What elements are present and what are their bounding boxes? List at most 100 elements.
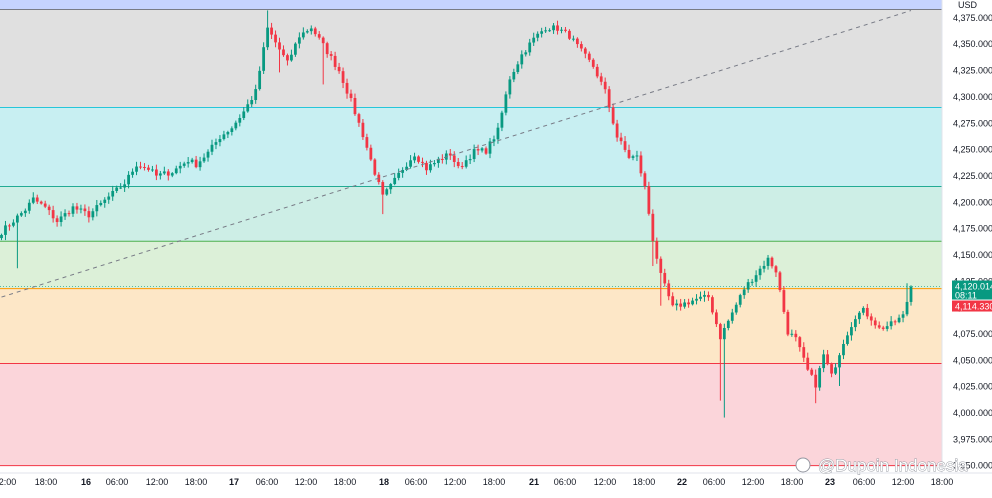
candle-body	[774, 266, 778, 273]
candle-body	[468, 159, 472, 161]
candle-body	[854, 319, 857, 328]
candle-body	[722, 328, 726, 340]
candle-body	[873, 320, 877, 326]
candle-body	[409, 160, 412, 167]
price-tick-label: 4,050.000	[953, 355, 992, 365]
candle-body	[210, 144, 214, 152]
candle-body	[186, 162, 190, 164]
time-tick-label: 06:00	[106, 477, 129, 487]
candle-body	[869, 316, 873, 321]
axis-corner	[968, 486, 992, 498]
candle-body	[301, 32, 305, 38]
candle-body	[286, 55, 289, 61]
candle-body	[194, 159, 198, 168]
candle-body	[234, 122, 238, 129]
price-tick-label: 4,225.000	[953, 171, 992, 181]
candle-body	[139, 166, 142, 168]
candle-body	[309, 28, 313, 32]
candle-body	[500, 112, 504, 128]
candle-body	[528, 42, 532, 53]
candle-body	[440, 158, 444, 160]
candle-body	[647, 186, 651, 214]
candle-body	[202, 157, 206, 162]
candle-body	[758, 268, 762, 276]
candle-body	[627, 149, 631, 158]
price-tick-label: 4,275.000	[953, 118, 992, 128]
candle-body	[901, 314, 905, 318]
time-tick-label: 12:00	[146, 477, 169, 487]
price-tick-label: 4,325.000	[953, 66, 992, 76]
watermark-text: @Dupoin Indonesia	[818, 456, 968, 475]
candle-body	[59, 216, 63, 223]
candle-body	[818, 368, 822, 388]
candle-body	[695, 298, 698, 301]
candle-body	[560, 29, 563, 31]
candle-body	[460, 166, 464, 168]
candle-body	[413, 156, 416, 161]
candle-body	[178, 165, 182, 169]
candle-body	[35, 197, 39, 202]
candle-body	[897, 317, 901, 323]
time-tick-label: 18:00	[35, 477, 58, 487]
fib-zone	[0, 186, 942, 242]
price-tick-label: 4,350.000	[953, 39, 992, 49]
current-price-label: 4,120.014	[955, 282, 992, 292]
candle-body	[373, 159, 377, 175]
time-tick-label: 18	[379, 477, 389, 487]
candle-body	[305, 31, 309, 33]
candle-body	[790, 333, 794, 335]
candle-body	[389, 184, 393, 190]
candle-body	[95, 205, 99, 212]
candle-body	[663, 272, 667, 284]
candle-body	[361, 122, 365, 138]
time-axis-ticks: 12:00 18:00 16 06:00 12:00 18:00 17 06:00 12:00 1…	[0, 477, 953, 487]
candle-body	[91, 211, 95, 218]
candle-body	[508, 79, 512, 95]
candle-body	[643, 173, 647, 187]
candle-body	[321, 37, 325, 44]
candle-body	[865, 307, 869, 317]
candle-body	[687, 302, 690, 305]
candle-body	[857, 312, 861, 320]
price-tick-label: 4,200.000	[953, 197, 992, 207]
candle-body	[107, 196, 111, 200]
candle-body	[71, 206, 75, 214]
candle-body	[155, 169, 158, 176]
candle-body	[762, 265, 766, 269]
candle-body	[794, 333, 798, 338]
candle-body	[699, 296, 702, 299]
candle-body	[79, 208, 83, 210]
candle-body	[75, 206, 79, 210]
candle-body	[905, 301, 909, 315]
candle-body	[842, 343, 845, 356]
candle-body	[520, 54, 524, 65]
candle-body	[282, 49, 285, 56]
candle-body	[238, 117, 242, 123]
candle-body	[43, 203, 47, 207]
candle-body	[63, 213, 67, 217]
candle-body	[778, 272, 782, 291]
candlesticks	[0, 10, 913, 418]
candle-body	[313, 28, 317, 35]
price-tick-label: 4,075.000	[953, 329, 992, 339]
time-axis[interactable]	[0, 473, 992, 498]
candle-body	[532, 37, 536, 43]
trend-line[interactable]	[1, 10, 912, 298]
price-tags: 4,120.014 08:11 4,114.330	[952, 280, 992, 312]
candle-body	[583, 48, 587, 54]
candle-body	[329, 54, 333, 56]
candle-body	[401, 169, 405, 173]
fib-level-lines	[0, 8, 942, 467]
candle-body	[496, 127, 500, 140]
candle-body	[258, 70, 262, 90]
candle-body	[552, 25, 555, 31]
price-tick-label: 4,300.000	[953, 92, 992, 102]
time-tick-label: 18:00	[334, 477, 357, 487]
price-axis[interactable]	[942, 0, 992, 473]
candle-body	[472, 149, 476, 160]
time-tick-label: 06:00	[853, 477, 876, 487]
candle-body	[711, 297, 714, 313]
watermark-logo-icon	[795, 457, 811, 473]
candle-body	[246, 104, 250, 112]
